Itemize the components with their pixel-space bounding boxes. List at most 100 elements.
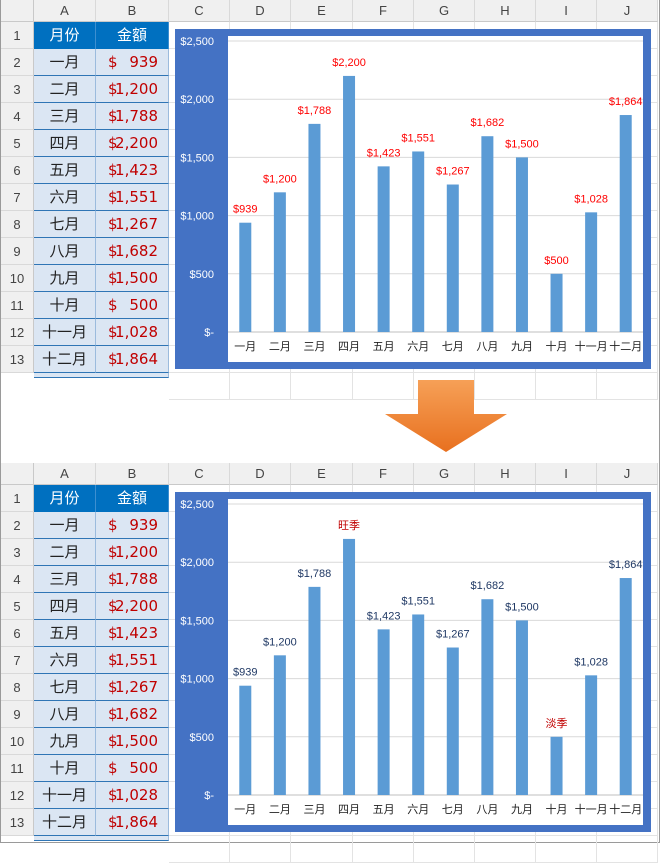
row-header-9[interactable]: 9 — [1, 701, 34, 728]
row-header-1[interactable]: 1 — [1, 22, 34, 49]
month-cell[interactable]: 四月 — [34, 593, 96, 620]
grid-cell[interactable] — [169, 836, 230, 863]
amount-cell[interactable]: $1,864 — [96, 346, 169, 373]
column-header-i[interactable]: I — [536, 463, 597, 485]
grid-cell[interactable] — [353, 373, 414, 400]
month-cell[interactable]: 九月 — [34, 728, 96, 755]
amount-cell[interactable]: $1,500 — [96, 728, 169, 755]
amount-cell[interactable]: $1,423 — [96, 620, 169, 647]
column-header-j[interactable]: J — [597, 463, 658, 485]
amount-cell[interactable]: $1,423 — [96, 157, 169, 184]
select-all-corner[interactable] — [1, 463, 34, 485]
month-cell[interactable]: 十一月 — [34, 319, 96, 346]
amount-cell[interactable]: $2,200 — [96, 593, 169, 620]
amount-cell[interactable]: $1,788 — [96, 566, 169, 593]
month-cell[interactable]: 六月 — [34, 647, 96, 674]
partial-row-cell[interactable] — [34, 836, 169, 841]
column-header-h[interactable]: H — [475, 463, 536, 485]
month-cell[interactable]: 六月 — [34, 184, 96, 211]
month-cell[interactable]: 九月 — [34, 265, 96, 292]
amount-cell[interactable]: $1,028 — [96, 782, 169, 809]
amount-cell[interactable]: $939 — [96, 49, 169, 76]
row-header-8[interactable]: 8 — [1, 211, 34, 238]
column-header-f[interactable]: F — [353, 0, 414, 22]
chart-area[interactable]: $- $500 $1,000 $1,500 $2,000 $2,500 $939 一月 $1,2… — [175, 492, 651, 832]
month-cell[interactable]: 五月 — [34, 157, 96, 184]
row-header-10[interactable]: 10 — [1, 728, 34, 755]
row-header-1[interactable]: 1 — [1, 485, 34, 512]
amount-cell[interactable]: $1,682 — [96, 701, 169, 728]
row-header-3[interactable]: 3 — [1, 539, 34, 566]
row-header-13[interactable]: 13 — [1, 809, 34, 836]
chart-area[interactable]: $- $500 $1,000 $1,500 $2,000 $2,500 $939 一月 $1,2… — [175, 29, 651, 369]
grid-cell[interactable] — [291, 373, 353, 400]
row-header-5[interactable]: 5 — [1, 593, 34, 620]
month-cell[interactable]: 七月 — [34, 674, 96, 701]
column-header-e[interactable]: E — [291, 463, 353, 485]
amount-cell[interactable]: $1,788 — [96, 103, 169, 130]
row-header-11[interactable]: 11 — [1, 292, 34, 319]
month-cell[interactable]: 二月 — [34, 76, 96, 103]
month-cell[interactable]: 四月 — [34, 130, 96, 157]
select-all-corner[interactable] — [1, 0, 34, 22]
row-header-9[interactable]: 9 — [1, 238, 34, 265]
row-header-8[interactable]: 8 — [1, 674, 34, 701]
column-header-d[interactable]: D — [230, 0, 291, 22]
amount-cell[interactable]: $939 — [96, 512, 169, 539]
header-cell-amount[interactable]: 金額 — [96, 22, 169, 49]
month-cell[interactable]: 五月 — [34, 620, 96, 647]
grid-cell[interactable] — [597, 836, 658, 863]
amount-cell[interactable]: $1,200 — [96, 76, 169, 103]
column-header-a[interactable]: A — [34, 463, 96, 485]
column-header-a[interactable]: A — [34, 0, 96, 22]
grid-cell[interactable] — [536, 836, 597, 863]
amount-cell[interactable]: $1,551 — [96, 184, 169, 211]
row-header-7[interactable]: 7 — [1, 647, 34, 674]
month-cell[interactable]: 十月 — [34, 755, 96, 782]
row-header-11[interactable]: 11 — [1, 755, 34, 782]
row-header-13[interactable]: 13 — [1, 346, 34, 373]
column-header-g[interactable]: G — [414, 463, 475, 485]
column-header-b[interactable]: B — [96, 463, 169, 485]
row-header-7[interactable]: 7 — [1, 184, 34, 211]
month-cell[interactable]: 十月 — [34, 292, 96, 319]
grid-cell[interactable] — [353, 836, 414, 863]
row-header-2[interactable]: 2 — [1, 512, 34, 539]
month-cell[interactable]: 八月 — [34, 701, 96, 728]
amount-cell[interactable]: $1,682 — [96, 238, 169, 265]
grid-cell[interactable] — [597, 373, 658, 400]
amount-cell[interactable]: $1,500 — [96, 265, 169, 292]
row-header-3[interactable]: 3 — [1, 76, 34, 103]
row-header-12[interactable]: 12 — [1, 319, 34, 346]
column-header-e[interactable]: E — [291, 0, 353, 22]
column-header-b[interactable]: B — [96, 0, 169, 22]
row-header-6[interactable]: 6 — [1, 620, 34, 647]
amount-cell[interactable]: $2,200 — [96, 130, 169, 157]
grid-cell[interactable] — [414, 836, 475, 863]
column-header-d[interactable]: D — [230, 463, 291, 485]
header-cell-month[interactable]: 月份 — [34, 22, 96, 49]
amount-cell[interactable]: $1,864 — [96, 809, 169, 836]
column-header-i[interactable]: I — [536, 0, 597, 22]
row-header-10[interactable]: 10 — [1, 265, 34, 292]
amount-cell[interactable]: $1,267 — [96, 211, 169, 238]
row-header-12[interactable]: 12 — [1, 782, 34, 809]
partial-row-cell[interactable] — [34, 373, 169, 378]
row-header-5[interactable]: 5 — [1, 130, 34, 157]
row-header-2[interactable]: 2 — [1, 49, 34, 76]
month-cell[interactable]: 三月 — [34, 566, 96, 593]
grid-cell[interactable] — [230, 836, 291, 863]
month-cell[interactable]: 八月 — [34, 238, 96, 265]
column-header-c[interactable]: C — [169, 463, 230, 485]
column-header-j[interactable]: J — [597, 0, 658, 22]
grid-cell[interactable] — [536, 373, 597, 400]
column-header-f[interactable]: F — [353, 463, 414, 485]
grid-cell[interactable] — [597, 809, 658, 836]
amount-cell[interactable]: $1,028 — [96, 319, 169, 346]
column-header-c[interactable]: C — [169, 0, 230, 22]
header-cell-month[interactable]: 月份 — [34, 485, 96, 512]
amount-cell[interactable]: $500 — [96, 292, 169, 319]
row-header-6[interactable]: 6 — [1, 157, 34, 184]
column-header-h[interactable]: H — [475, 0, 536, 22]
amount-cell[interactable]: $1,551 — [96, 647, 169, 674]
